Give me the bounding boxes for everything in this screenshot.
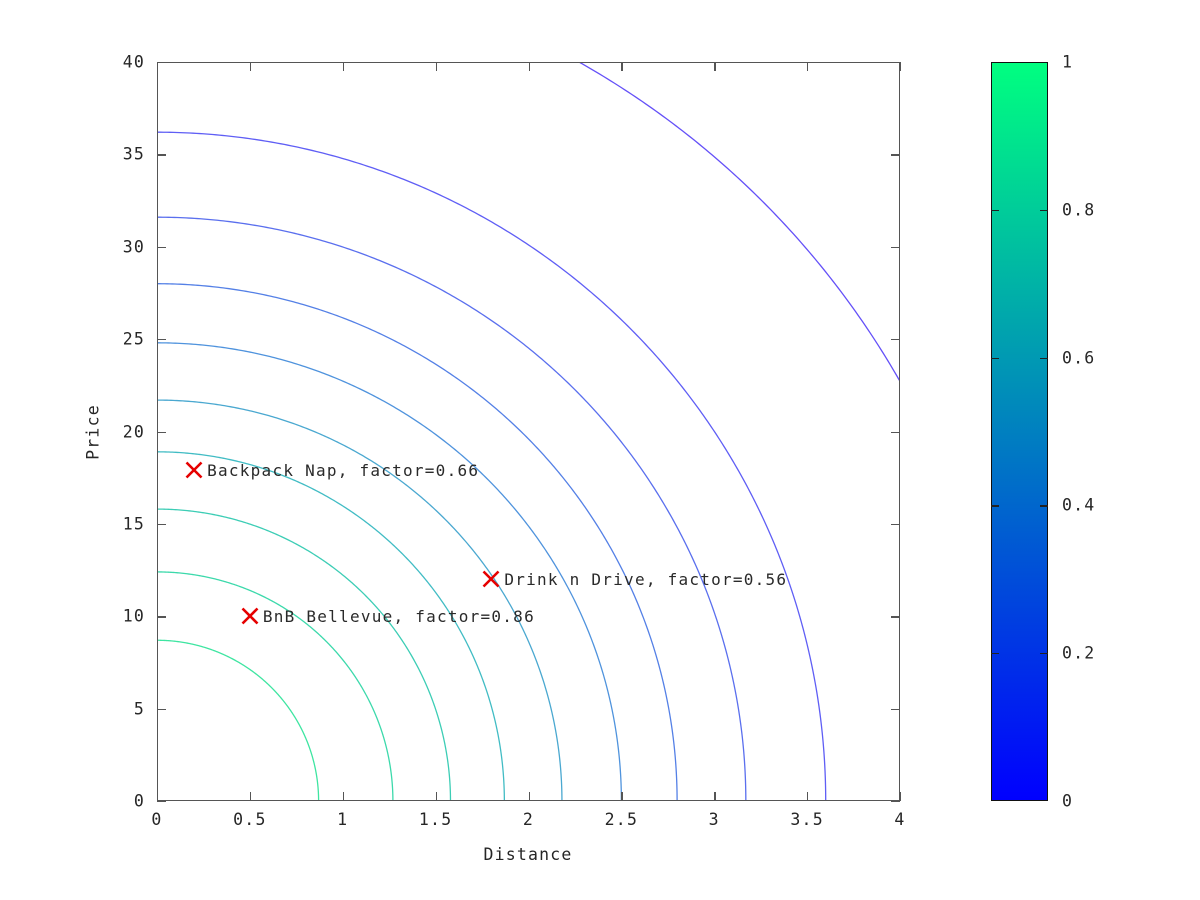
contour-line: [157, 571, 394, 801]
y-axis-tick: [157, 154, 166, 156]
x-axis-tick: [157, 792, 159, 801]
y-axis-tick-label: 5: [133, 699, 145, 719]
x-axis-tick-label: 2.5: [604, 810, 639, 829]
y-axis-tick-label: 25: [122, 329, 145, 349]
y-axis-tick-label: 40: [122, 52, 145, 72]
colorbar-tick: [1040, 653, 1048, 655]
colorbar-tick-label: 0: [1062, 791, 1074, 811]
annotation-point[interactable]: BnB Bellevue, factor=0.86: [239, 605, 535, 627]
contour-lines-group: [157, 62, 900, 801]
contour-line: [157, 216, 747, 801]
x-axis-tick: [807, 62, 809, 71]
x-axis-tick-label: 3: [708, 810, 720, 829]
x-marker-icon: [480, 568, 502, 590]
contour-line: [577, 62, 900, 383]
y-axis-tick-label: 35: [122, 144, 145, 164]
y-axis-tick: [157, 801, 166, 803]
annotation-label: BnB Bellevue, factor=0.86: [262, 606, 535, 626]
y-axis-title: Price: [83, 404, 103, 460]
x-axis-tick: [249, 792, 252, 801]
y-axis-tick: [157, 708, 166, 710]
y-axis-tick: [891, 801, 900, 803]
y-axis-tick: [891, 708, 900, 710]
x-axis-title: Distance: [483, 845, 573, 864]
colorbar-tick-label: 1: [1062, 52, 1074, 72]
contour-line: [157, 399, 563, 801]
contour-line: [157, 342, 623, 801]
x-axis-tick-label: 2: [522, 810, 535, 829]
y-axis-tick: [891, 616, 900, 618]
annotation-point[interactable]: Drink n Drive, factor=0.56: [480, 568, 787, 590]
x-axis-tick: [528, 62, 530, 71]
colorbar-tick: [1040, 357, 1048, 359]
colorbar-tick: [991, 505, 999, 507]
y-axis-tick: [157, 62, 166, 64]
x-axis-tick: [435, 792, 437, 801]
y-axis-tick: [891, 154, 900, 156]
y-axis-tick: [157, 523, 166, 526]
contour-line: [157, 639, 320, 801]
x-axis-tick-label: 0.5: [233, 810, 267, 829]
y-axis-tick-label: 15: [122, 514, 145, 534]
colorbar-tick: [1040, 209, 1048, 212]
colorbar-tick-label: 0.4: [1062, 495, 1096, 515]
x-axis-tick: [900, 792, 902, 801]
colorbar-tick-label: 0.2: [1062, 643, 1096, 663]
y-axis-tick: [891, 339, 900, 341]
y-axis-tick: [157, 431, 166, 433]
x-axis-tick: [157, 62, 159, 71]
x-axis-tick-label: 4: [894, 810, 906, 829]
y-axis-tick: [891, 62, 900, 64]
y-axis-tick-label: 30: [122, 237, 145, 257]
colorbar-tick: [991, 653, 999, 655]
y-axis-tick: [891, 523, 900, 526]
annotation-label: Backpack Nap, factor=0.66: [207, 460, 480, 480]
y-axis-tick: [891, 246, 900, 249]
x-axis-tick: [249, 62, 252, 71]
x-axis-tick: [342, 792, 345, 801]
x-axis-tick: [714, 792, 716, 801]
colorbar: [991, 62, 1048, 801]
x-axis-tick: [900, 62, 902, 71]
contour-line: [157, 508, 452, 801]
x-axis-tick-label: 1.5: [418, 810, 453, 829]
y-axis-tick: [891, 431, 900, 433]
colorbar-gradient-swatch: [991, 62, 1048, 801]
x-axis-tick-label: 1: [337, 810, 349, 829]
y-axis-tick-label: 20: [122, 422, 145, 441]
x-axis-tick: [807, 792, 809, 801]
x-marker-icon: [239, 605, 261, 627]
contour-line: [157, 131, 827, 801]
colorbar-tick: [991, 209, 999, 212]
y-axis-tick-label: 0: [133, 791, 145, 811]
annotation-label: Drink n Drive, factor=0.56: [504, 569, 788, 589]
x-marker-icon: [183, 459, 205, 481]
annotation-point[interactable]: Backpack Nap, factor=0.66: [183, 459, 479, 481]
y-axis-tick-label: 10: [122, 606, 145, 626]
x-axis-tick: [342, 62, 345, 71]
colorbar-tick-label: 0.8: [1062, 200, 1096, 220]
colorbar-tick: [1040, 505, 1048, 507]
y-axis-tick: [157, 246, 166, 249]
contour-line: [157, 283, 678, 801]
colorbar-tick-label: 0.6: [1062, 348, 1096, 368]
x-axis-tick: [435, 62, 437, 71]
contour-line: [157, 451, 505, 801]
x-axis-tick: [528, 792, 530, 801]
x-axis-tick: [621, 62, 623, 71]
x-axis-tick: [621, 792, 623, 801]
colorbar-tick: [991, 357, 999, 359]
y-axis-tick: [157, 339, 166, 341]
plot-area: [157, 62, 902, 803]
x-axis-tick-label: 0: [151, 810, 163, 829]
x-axis-tick: [714, 62, 716, 71]
x-axis-tick-label: 3.5: [790, 810, 824, 829]
y-axis-tick: [157, 616, 166, 618]
